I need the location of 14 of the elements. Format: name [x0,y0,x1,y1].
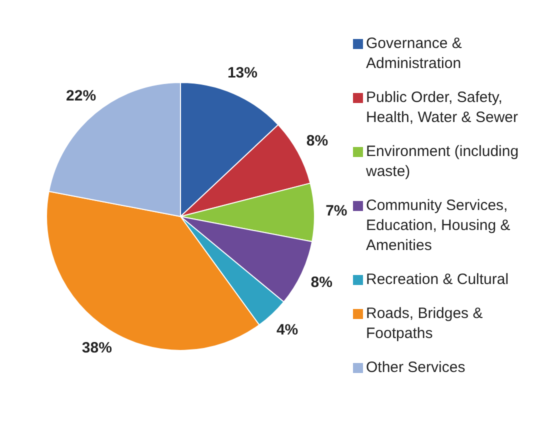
data-label: 8% [306,132,328,150]
legend-label: Community Services, Education, Housing & Amenities [366,196,512,256]
legend-label: Roads, Bridges & Footpaths [366,304,484,344]
data-label: 13% [227,64,258,82]
data-label: 4% [276,321,298,338]
data-label: 38% [82,339,112,356]
legend-label: Environment (including waste) [366,142,520,182]
legend-label: Other Services [366,358,466,378]
data-label: 8% [310,274,332,292]
legend-label: Recreation & Cultural [366,270,509,290]
legend-label: Governance & Administration [366,34,463,74]
data-label: 22% [66,87,96,104]
data-label: 7% [326,202,348,220]
legend-label: Public Order, Safety, Health, Water & Sewer [366,88,519,128]
